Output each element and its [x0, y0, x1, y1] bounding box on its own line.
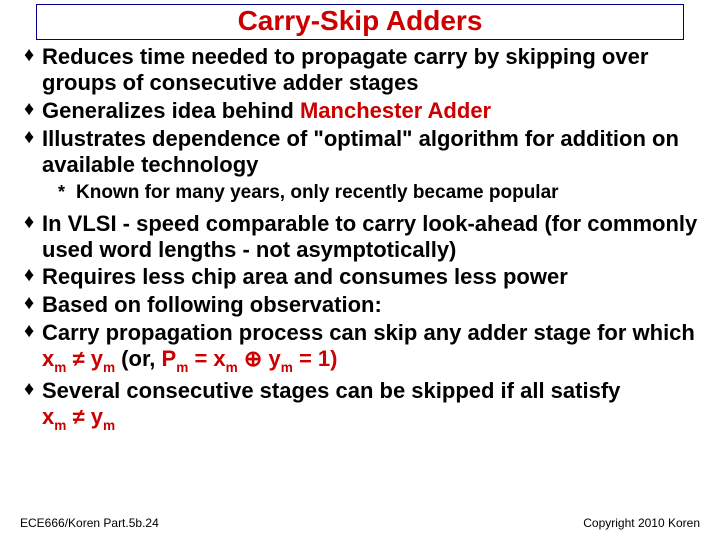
math-subscript: m — [281, 360, 293, 375]
math-condition: xm ≠ ym — [42, 404, 704, 432]
math-var: x — [42, 346, 54, 371]
bullet-item: ♦ Carry propagation process can skip any… — [24, 320, 704, 375]
bullet-text-part: Carry propagation process can skip any a… — [42, 320, 695, 345]
bullet-item: ♦ Requires less chip area and consumes l… — [24, 264, 704, 290]
bullet-item: ♦ Generalizes idea behind Manchester Add… — [24, 98, 704, 124]
math-op: ≠ — [66, 404, 90, 429]
bullet-text-accent: Manchester Adder — [300, 98, 491, 123]
bullet-item: ♦ In VLSI - speed comparable to carry lo… — [24, 211, 704, 263]
bullet-text-part: (or, — [115, 346, 161, 371]
bullet-item: ♦ Based on following observation: — [24, 292, 704, 318]
diamond-icon: ♦ — [24, 126, 42, 150]
math-subscript: m — [103, 360, 115, 375]
bullet-text: Based on following observation: — [42, 292, 704, 318]
title-box: Carry-Skip Adders — [36, 4, 684, 40]
math-op: ≠ — [66, 346, 90, 371]
math-op: = — [188, 346, 213, 371]
math-subscript: m — [54, 418, 66, 433]
diamond-icon: ♦ — [24, 264, 42, 288]
diamond-icon: ♦ — [24, 320, 42, 344]
sub-bullet-text: Known for many years, only recently beca… — [76, 182, 704, 205]
math-var: y — [91, 404, 103, 429]
bullet-text: Generalizes idea behind Manchester Adder — [42, 98, 704, 124]
footer-left: ECE666/Koren Part.5b.24 — [20, 516, 159, 530]
bullet-text: In VLSI - speed comparable to carry look… — [42, 211, 704, 263]
diamond-icon: ♦ — [24, 44, 42, 68]
bullet-text-part: Generalizes idea behind — [42, 98, 300, 123]
math-subscript: m — [54, 360, 66, 375]
bullet-text: Carry propagation process can skip any a… — [42, 320, 704, 375]
bullet-text: Several consecutive stages can be skippe… — [42, 378, 704, 404]
math-var: P — [162, 346, 177, 371]
bullet-text: Requires less chip area and consumes les… — [42, 264, 704, 290]
diamond-icon: ♦ — [24, 378, 42, 402]
math-subscript: m — [103, 418, 115, 433]
math-var: y — [91, 346, 103, 371]
math-op: ⊕ — [238, 346, 269, 371]
math-subscript: m — [176, 360, 188, 375]
footer-right: Copyright 2010 Koren — [583, 516, 700, 530]
bullet-item: ♦ Illustrates dependence of "optimal" al… — [24, 126, 704, 178]
content-area: ♦ Reduces time needed to propagate carry… — [24, 44, 704, 432]
bullet-item: ♦ Reduces time needed to propagate carry… — [24, 44, 704, 96]
diamond-icon: ♦ — [24, 98, 42, 122]
diamond-icon: ♦ — [24, 292, 42, 316]
math-var: y — [268, 346, 280, 371]
slide-title: Carry-Skip Adders — [37, 5, 683, 37]
math-op: = 1) — [293, 346, 338, 371]
asterisk-icon: * — [58, 182, 76, 204]
math-var: x — [213, 346, 225, 371]
math-var: x — [42, 404, 54, 429]
sub-bullet-item: * Known for many years, only recently be… — [58, 182, 704, 205]
slide: Carry-Skip Adders ♦ Reduces time needed … — [0, 0, 720, 540]
bullet-text: Illustrates dependence of "optimal" algo… — [42, 126, 704, 178]
math-subscript: m — [226, 360, 238, 375]
diamond-icon: ♦ — [24, 211, 42, 235]
bullet-item: ♦ Several consecutive stages can be skip… — [24, 378, 704, 404]
bullet-text: Reduces time needed to propagate carry b… — [42, 44, 704, 96]
